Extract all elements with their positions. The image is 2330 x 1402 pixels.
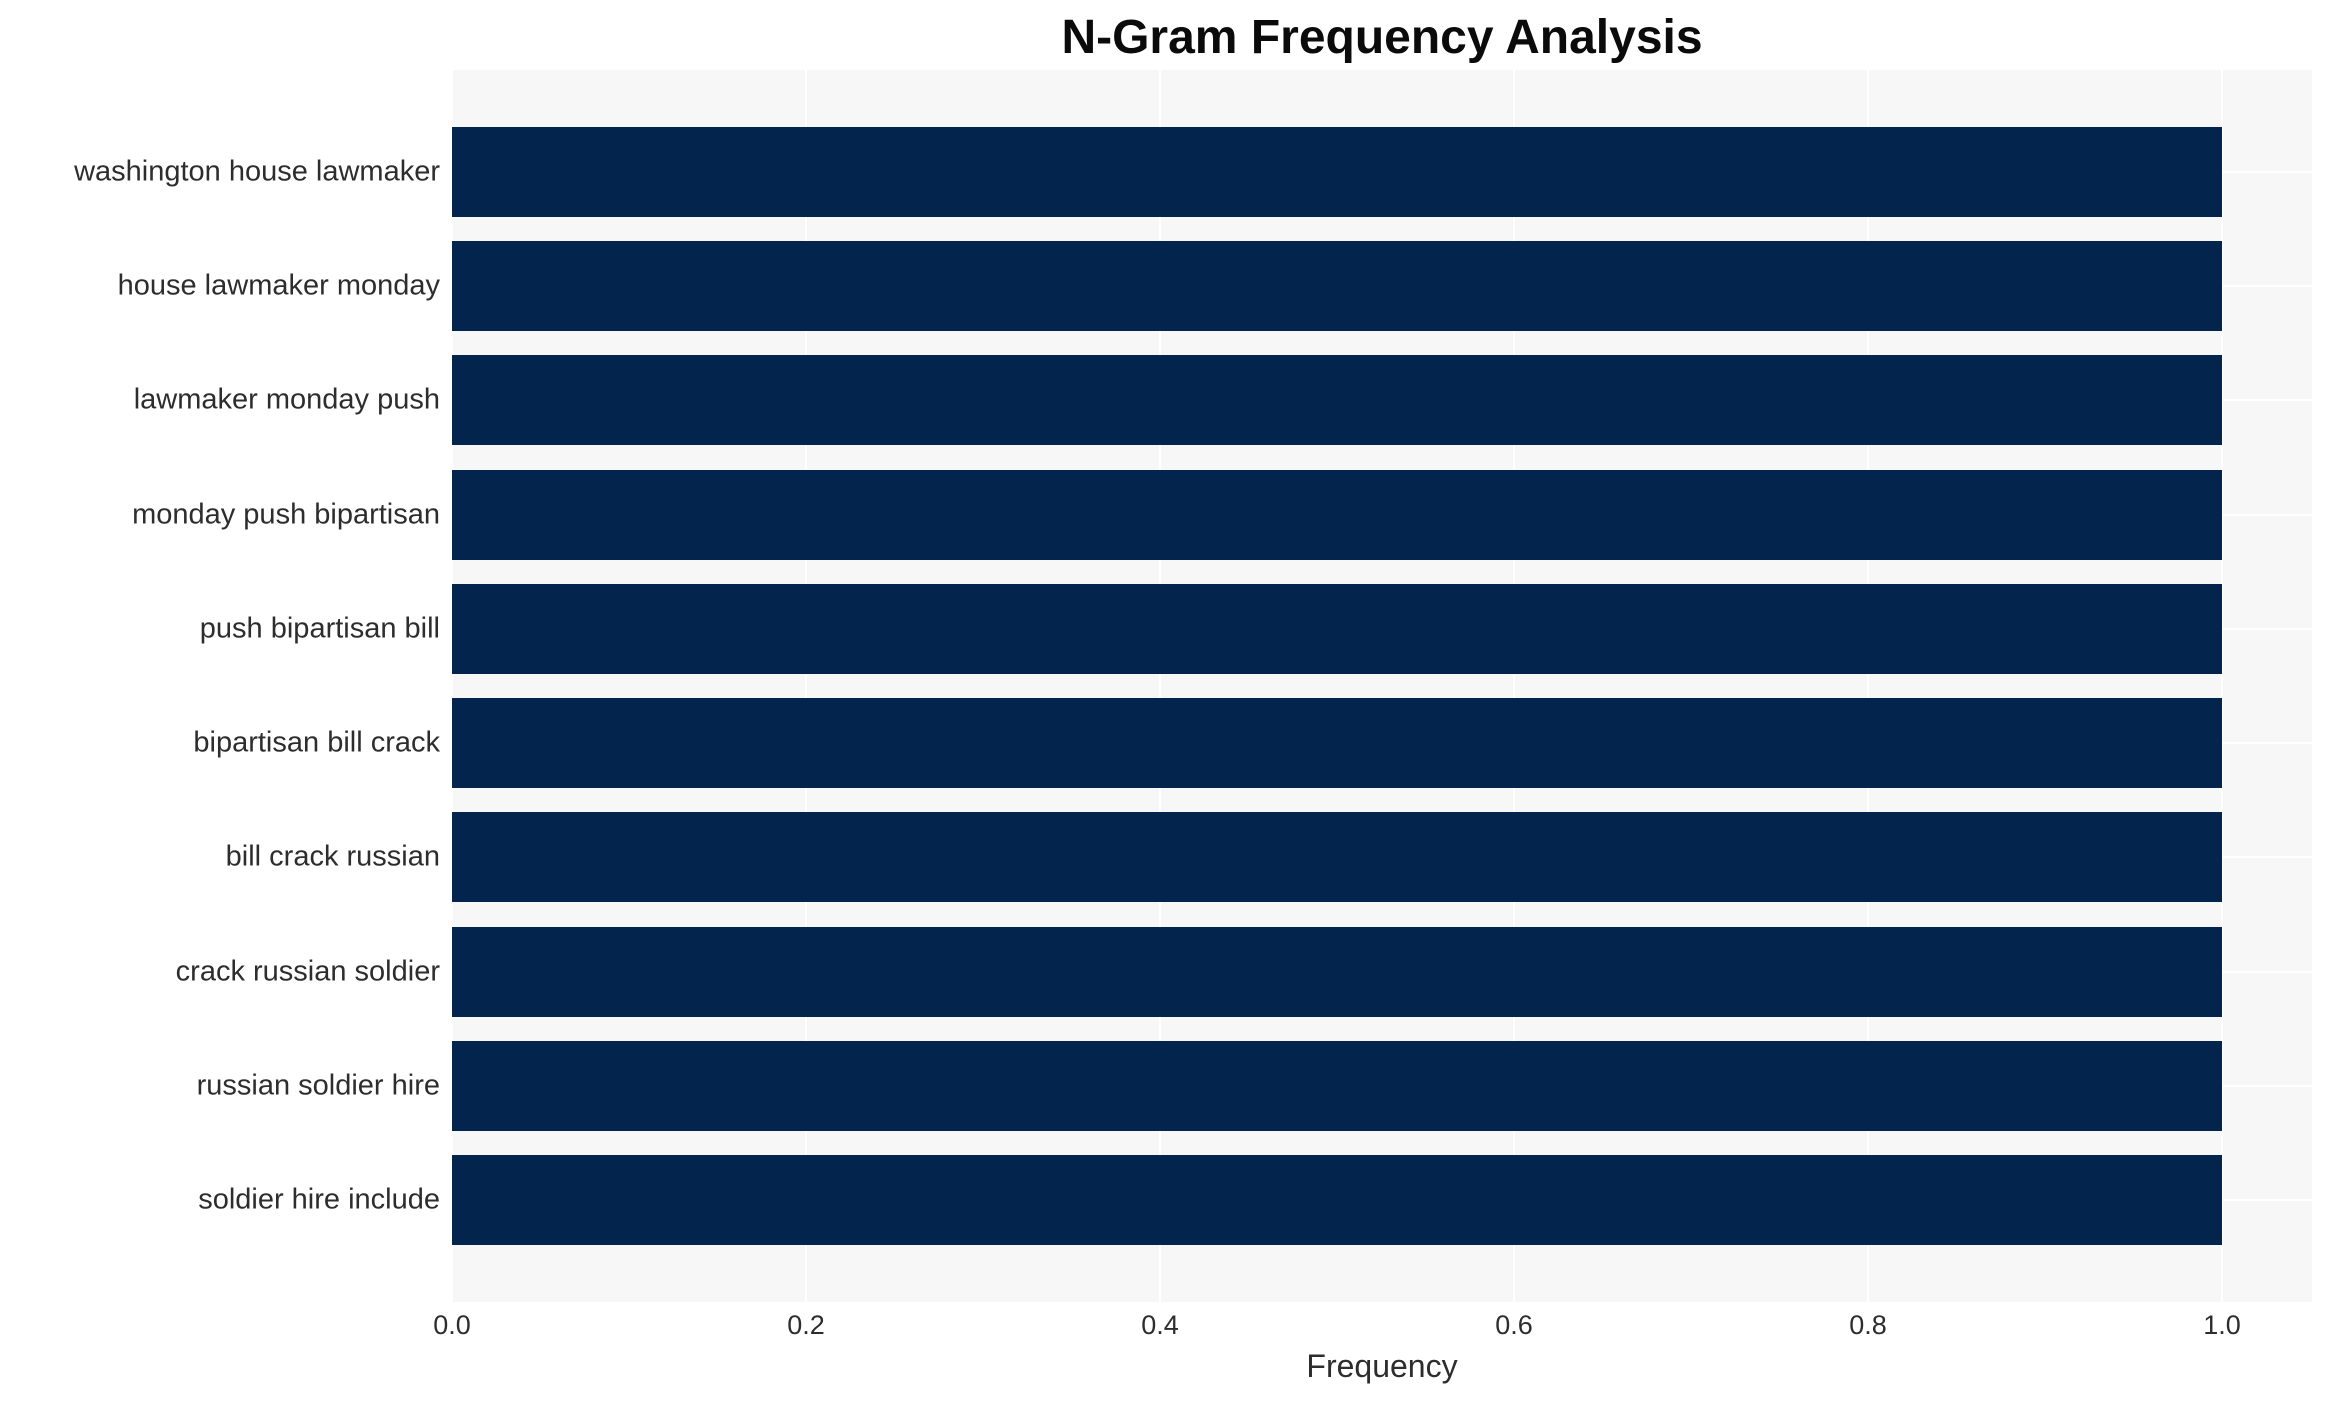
gridline-x-0.2 (805, 70, 807, 1302)
bar-9 (452, 1155, 2222, 1245)
x-tick-label-0.8: 0.8 (1849, 1310, 1887, 1340)
gridline-x-0 (451, 70, 453, 1302)
y-tick-label-3: monday push bipartisan (132, 498, 440, 531)
bar-8 (452, 1040, 2222, 1131)
x-tick-label-1.0: 1.0 (2203, 1310, 2241, 1340)
y-tick-label-7: crack russian soldier (175, 955, 440, 988)
y-axis-labels: washington house lawmaker house lawmaker … (0, 70, 440, 1302)
x-tick-label-0.2: 0.2 (787, 1310, 825, 1340)
bar-1 (452, 241, 2222, 332)
y-tick-label-9: soldier hire include (198, 1183, 440, 1216)
bar-4 (452, 583, 2222, 674)
x-tick-label-0.0: 0.0 (433, 1310, 471, 1340)
x-tick-label-0.6: 0.6 (1495, 1310, 1533, 1340)
y-tick-label-6: bill crack russian (225, 840, 440, 873)
y-tick-label-8: russian soldier hire (196, 1069, 440, 1102)
plot-area (451, 70, 2312, 1302)
y-tick-label-1: house lawmaker monday (117, 269, 440, 302)
y-tick-label-2: lawmaker monday push (133, 383, 440, 416)
gridline-x-0.4 (1159, 70, 1161, 1302)
bar-3 (452, 469, 2222, 560)
gridline-x-0.8 (1867, 70, 1869, 1302)
y-tick-label-4: push bipartisan bill (199, 612, 440, 645)
chart-title: N-Gram Frequency Analysis (1061, 11, 1703, 64)
bar-7 (452, 926, 2222, 1017)
y-tick-label-0: washington house lawmaker (74, 155, 440, 188)
gridline-x-1 (2221, 70, 2223, 1302)
bar-5 (452, 698, 2222, 789)
y-tick-label-5: bipartisan bill crack (193, 726, 440, 759)
x-axis-title: Frequency (1306, 1348, 1458, 1384)
bar-2 (452, 355, 2222, 446)
gridline-x-0.6 (1513, 70, 1515, 1302)
bar-6 (452, 812, 2222, 903)
x-tick-label-0.4: 0.4 (1141, 1310, 1179, 1340)
bar-0 (452, 127, 2222, 217)
